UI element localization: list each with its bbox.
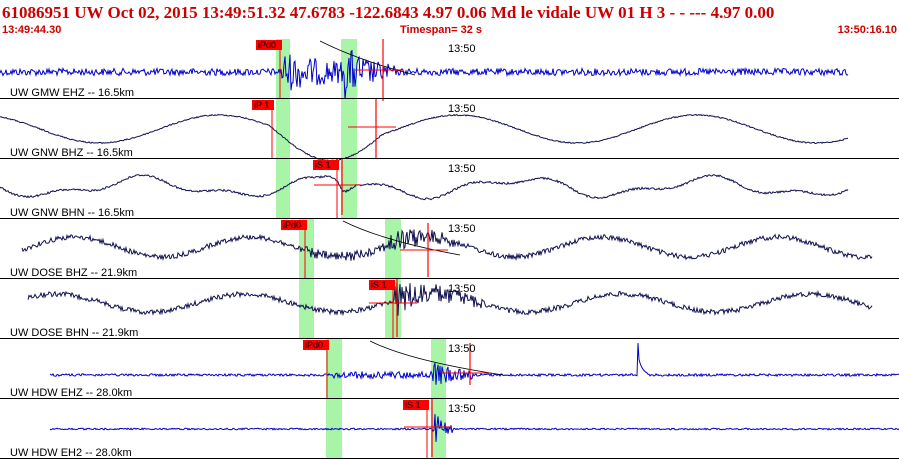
- pick-window-highlight: [341, 99, 357, 159]
- event-summary-title: 61086951 UW Oct 02, 2015 13:49:51.32 47.…: [2, 3, 775, 22]
- phase-pick-label: iS 1: [371, 280, 387, 290]
- channel-label: UW GMW EHZ -- 16.5km: [10, 87, 134, 99]
- phase-pick-flag[interactable]: [303, 340, 329, 350]
- channel-label: UW GNW BHZ -- 16.5km: [10, 147, 133, 159]
- event-header: 61086951 UW Oct 02, 2015 13:49:51.32 47.…: [0, 0, 899, 39]
- waveform-trace[interactable]: [0, 49, 849, 100]
- waveform-trace[interactable]: [49, 414, 899, 442]
- channel-label: UW HDW EHZ -- 28.0km: [10, 387, 132, 399]
- channel-label: UW DOSE BHN -- 21.9km: [10, 327, 138, 339]
- phase-pick-label: iS 1: [405, 400, 421, 410]
- phase-pick-label: iP 1: [254, 100, 269, 110]
- pick-window-highlight: [385, 219, 401, 279]
- time-mark-label: 13:50: [448, 163, 476, 175]
- pick-window-highlight: [431, 399, 446, 459]
- phase-pick-flag[interactable]: [369, 280, 395, 290]
- time-mark-label: 13:50: [448, 403, 476, 415]
- waveform-trace[interactable]: [0, 174, 849, 201]
- trace-panel[interactable]: iS 1 13:50 UW GNW BHN -- 16.5km: [0, 159, 899, 219]
- time-mark-label: 13:50: [448, 43, 476, 55]
- phase-pick-flag[interactable]: [403, 400, 429, 410]
- trace-panel[interactable]: iS 1 13:50 UW HDW EH2 -- 28.0km: [0, 399, 899, 459]
- pick-window-highlight: [299, 219, 314, 279]
- phase-pick-label: iPd0: [305, 340, 323, 350]
- trace-panel[interactable]: iP 1 13:50 UW GNW BHZ -- 16.5km: [0, 99, 899, 162]
- waveform-trace[interactable]: [0, 113, 849, 162]
- waveform-trace[interactable]: [49, 342, 899, 385]
- time-mark-label: 13:50: [448, 343, 476, 355]
- trace-panel[interactable]: iPd0 13:50 UW HDW EHZ -- 28.0km: [0, 339, 899, 399]
- trace-panel[interactable]: iPd0 13:50 UW DOSE BHZ -- 21.9km: [0, 219, 899, 279]
- trace-panel[interactable]: iS 1 13:50 UW DOSE BHN -- 21.9km: [0, 279, 899, 339]
- pick-window-highlight: [299, 279, 314, 339]
- end-time: 13:50:16.10: [837, 24, 897, 36]
- channel-label: UW HDW EH2 -- 28.0km: [10, 447, 132, 459]
- time-mark-label: 13:50: [448, 283, 476, 295]
- pick-window-highlight: [326, 339, 342, 399]
- seismogram-panel[interactable]: iPd0 13:50 UW GMW EHZ -- 16.5km iP 1 13:50 UW…: [0, 39, 899, 460]
- channel-label: UW DOSE BHZ -- 21.9km: [10, 267, 137, 279]
- waveform-trace[interactable]: [21, 229, 873, 261]
- phase-pick-flag[interactable]: [252, 100, 274, 110]
- phase-pick-flag[interactable]: [256, 40, 282, 50]
- waveform-trace[interactable]: [27, 281, 873, 317]
- time-mark-label: 13:50: [448, 223, 476, 235]
- channel-label: UW GNW BHN -- 16.5km: [10, 207, 134, 219]
- phase-pick-flag[interactable]: [281, 220, 307, 230]
- moveout-curve: [342, 220, 461, 256]
- phase-pick-label: iPd0: [283, 220, 301, 230]
- pick-window-highlight: [341, 159, 357, 219]
- phase-pick-label: iPd0: [258, 40, 276, 50]
- phase-pick-label: iS 1: [315, 160, 331, 170]
- time-mark-label: 13:50: [448, 103, 476, 115]
- start-time: 13:49:44.30: [2, 24, 62, 36]
- moveout-curve: [319, 40, 416, 76]
- phase-pick-flag[interactable]: [313, 160, 339, 170]
- pick-window-highlight: [276, 99, 290, 159]
- trace-panel[interactable]: iPd0 13:50 UW GMW EHZ -- 16.5km: [0, 39, 899, 101]
- moveout-curve: [369, 340, 504, 376]
- timespan-label: Timespan= 32 s: [400, 24, 483, 36]
